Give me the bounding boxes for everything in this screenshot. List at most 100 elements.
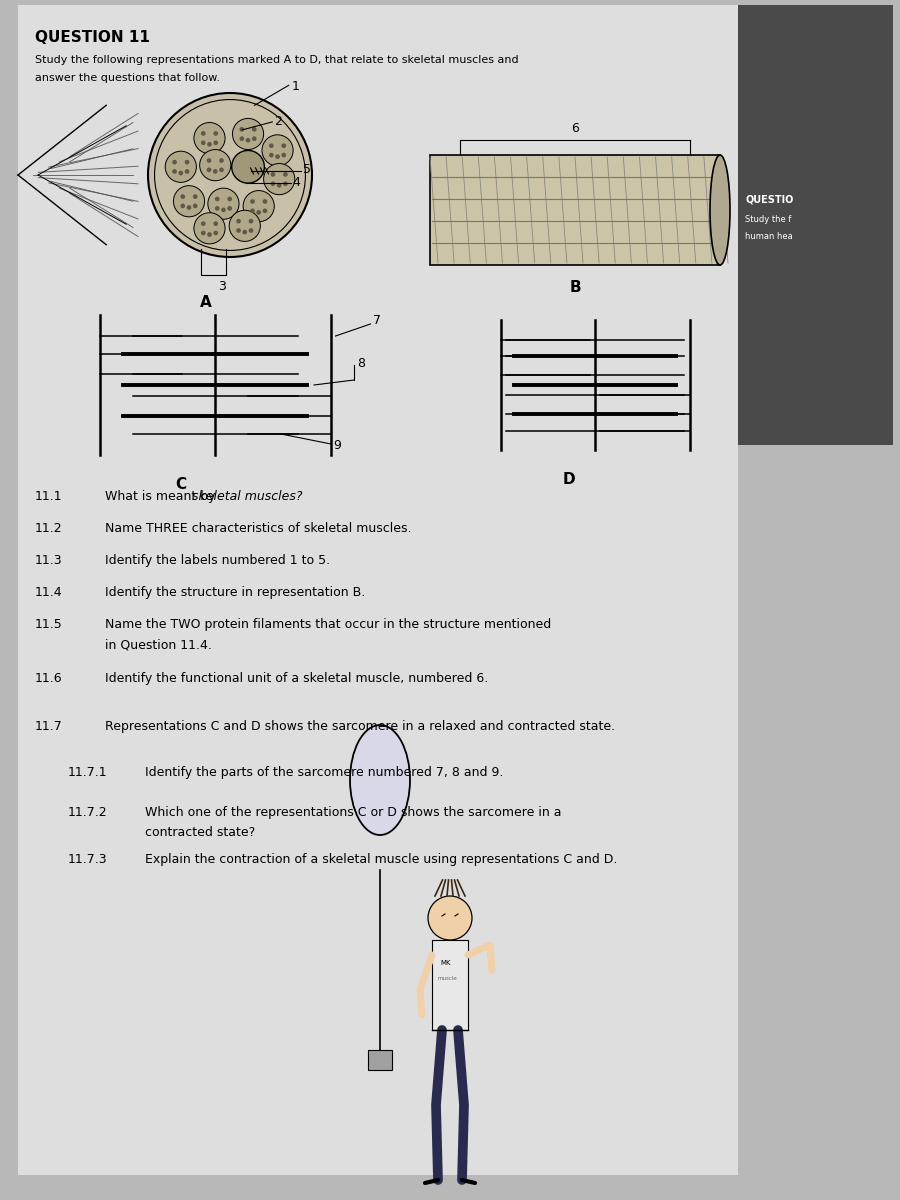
Text: 11.7.2: 11.7.2: [68, 806, 108, 818]
Circle shape: [248, 218, 253, 223]
Bar: [432, 940, 468, 1030]
Circle shape: [428, 896, 472, 940]
Circle shape: [180, 194, 185, 199]
Text: Identify the parts of the sarcomere numbered 7, 8 and 9.: Identify the parts of the sarcomere numb…: [145, 766, 503, 779]
Text: in Question 11.4.: in Question 11.4.: [105, 638, 212, 650]
Circle shape: [201, 230, 205, 235]
Text: 1: 1: [292, 80, 300, 94]
Circle shape: [271, 181, 275, 186]
Text: 7: 7: [373, 314, 381, 326]
Circle shape: [269, 152, 274, 157]
Circle shape: [252, 127, 256, 132]
Circle shape: [184, 169, 189, 174]
Circle shape: [264, 163, 295, 194]
Text: human hea: human hea: [745, 232, 793, 241]
Circle shape: [243, 191, 274, 222]
Circle shape: [215, 206, 220, 211]
Text: MK: MK: [440, 960, 451, 966]
Ellipse shape: [710, 155, 730, 265]
Circle shape: [232, 119, 264, 150]
Text: A: A: [200, 295, 212, 310]
Circle shape: [201, 221, 205, 226]
Circle shape: [256, 210, 261, 215]
Text: C: C: [176, 476, 186, 492]
Text: Representations C and D shows the sarcomere in a relaxed and contracted state.: Representations C and D shows the sarcom…: [105, 720, 615, 733]
Text: 11.7: 11.7: [35, 720, 63, 733]
Circle shape: [284, 172, 288, 176]
Circle shape: [207, 232, 211, 236]
Circle shape: [252, 160, 256, 164]
Text: 6: 6: [572, 122, 579, 134]
Text: Name THREE characteristics of skeletal muscles.: Name THREE characteristics of skeletal m…: [105, 522, 411, 535]
Circle shape: [275, 155, 280, 158]
Circle shape: [239, 127, 244, 132]
Circle shape: [213, 230, 218, 235]
Text: Which one of the representations C or D shows the sarcomere in a: Which one of the representations C or D …: [145, 806, 562, 818]
Circle shape: [219, 168, 224, 172]
Circle shape: [284, 181, 288, 186]
Text: 11.5: 11.5: [35, 618, 63, 631]
Circle shape: [271, 172, 275, 176]
Circle shape: [172, 160, 177, 164]
Text: Name the TWO protein filaments that occur in the structure mentioned: Name the TWO protein filaments that occu…: [105, 618, 551, 631]
Circle shape: [248, 228, 253, 233]
Circle shape: [236, 218, 241, 223]
Circle shape: [239, 160, 244, 164]
Text: What is meant by: What is meant by: [105, 490, 220, 503]
Text: D: D: [562, 472, 575, 487]
Circle shape: [215, 197, 220, 202]
Circle shape: [236, 228, 241, 233]
Circle shape: [263, 209, 267, 214]
Text: 11.4: 11.4: [35, 586, 63, 599]
Circle shape: [194, 122, 225, 154]
Bar: [738, 5, 893, 445]
Circle shape: [193, 204, 198, 209]
Circle shape: [262, 134, 293, 166]
Text: 11.3: 11.3: [35, 554, 63, 566]
Circle shape: [174, 186, 204, 217]
Text: 2: 2: [274, 115, 283, 128]
Circle shape: [282, 152, 286, 157]
Circle shape: [228, 197, 232, 202]
Circle shape: [208, 188, 239, 220]
Text: 11.2: 11.2: [35, 522, 63, 535]
Circle shape: [219, 158, 224, 163]
Text: 9: 9: [333, 439, 341, 452]
Circle shape: [148, 92, 312, 257]
Circle shape: [250, 199, 255, 204]
Circle shape: [207, 168, 211, 172]
Circle shape: [166, 151, 196, 182]
Circle shape: [230, 210, 260, 241]
Circle shape: [239, 169, 244, 174]
Circle shape: [232, 151, 264, 182]
Circle shape: [213, 221, 218, 226]
Text: Identify the functional unit of a skeletal muscle, numbered 6.: Identify the functional unit of a skelet…: [105, 672, 488, 685]
Text: Explain the contraction of a skeletal muscle using representations C and D.: Explain the contraction of a skeletal mu…: [145, 853, 617, 866]
Circle shape: [184, 160, 189, 164]
Text: 5: 5: [303, 163, 311, 176]
Circle shape: [213, 131, 218, 136]
Circle shape: [207, 158, 211, 163]
Circle shape: [207, 142, 211, 146]
Text: Identify the labels numbered 1 to 5.: Identify the labels numbered 1 to 5.: [105, 554, 330, 566]
Circle shape: [201, 131, 205, 136]
Circle shape: [239, 137, 244, 142]
Bar: [18, 5, 738, 1175]
Text: Identify the structure in representation B.: Identify the structure in representation…: [105, 586, 365, 599]
Text: QUESTION 11: QUESTION 11: [35, 30, 150, 44]
Text: answer the questions that follow.: answer the questions that follow.: [35, 73, 220, 83]
Circle shape: [252, 137, 256, 142]
Text: muscle: muscle: [437, 976, 456, 982]
Circle shape: [252, 169, 256, 174]
Text: Study the f: Study the f: [745, 215, 791, 224]
Text: Study the following representations marked A to D, that relate to skeletal muscl: Study the following representations mark…: [35, 55, 518, 65]
Circle shape: [263, 199, 267, 204]
Bar: [368, 1050, 392, 1070]
Text: 4: 4: [292, 176, 301, 188]
Circle shape: [269, 143, 274, 148]
Circle shape: [250, 209, 255, 214]
Circle shape: [194, 212, 225, 244]
Circle shape: [246, 138, 250, 143]
Ellipse shape: [350, 725, 410, 835]
Text: contracted state?: contracted state?: [145, 826, 256, 839]
